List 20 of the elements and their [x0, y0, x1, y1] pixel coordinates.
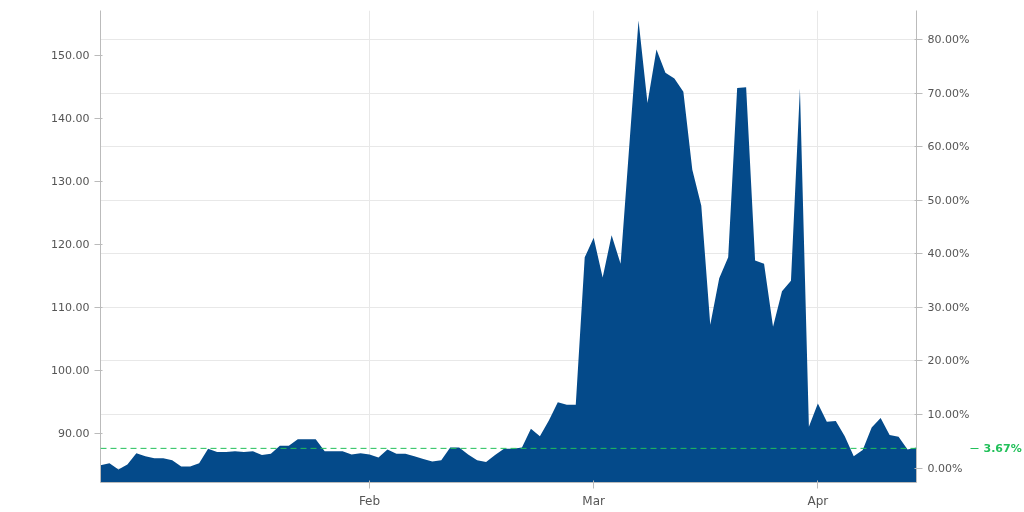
y-tick-label: 90.00: [58, 427, 90, 441]
y2-tick-label: 30.00%: [927, 300, 970, 314]
y-tick-label: 130.00: [51, 175, 90, 189]
y-tick-label: 140.00: [51, 112, 90, 126]
x-tick-label: Feb: [358, 493, 381, 508]
y2-tick-label: 20.00%: [927, 354, 970, 368]
y-tick-label: 150.00: [51, 49, 90, 63]
y2-tick-label: 40.00%: [927, 247, 970, 261]
y2-tick-label: 0.00%: [927, 461, 963, 475]
y2-tick-label: 70.00%: [927, 86, 970, 100]
ref-line-label: 3.67%: [983, 441, 1022, 455]
y-tick-label: 110.00: [51, 301, 90, 315]
y2-tick-label: 10.00%: [927, 407, 970, 421]
y-tick-label: 100.00: [51, 364, 90, 378]
y-tick-label: 120.00: [51, 238, 90, 252]
y2-tick-label: 50.00%: [927, 193, 970, 207]
y2-tick-label: 60.00%: [927, 140, 970, 154]
y2-tick-label: 80.00%: [927, 32, 970, 46]
x-tick-label: Mar: [582, 493, 606, 508]
x-tick-label: Apr: [807, 493, 829, 508]
